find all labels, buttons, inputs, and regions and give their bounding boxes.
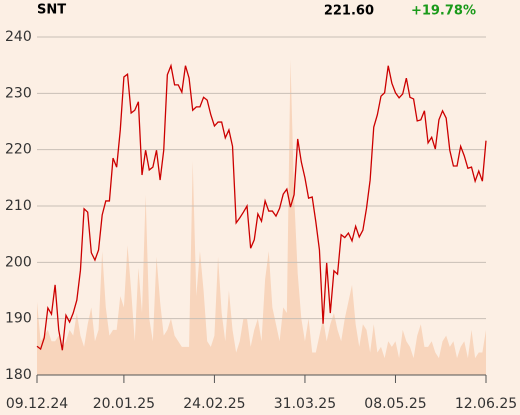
price: 221.60 <box>324 4 374 19</box>
y-tick-label: 190 <box>5 311 32 327</box>
x-tick-label: 08.05.25 <box>364 396 426 412</box>
change: +19.78% <box>411 4 476 19</box>
x-tick-label: 31.03.25 <box>274 396 336 412</box>
x-tick-label: 09.12.24 <box>6 396 68 412</box>
y-tick-label: 230 <box>5 85 32 101</box>
y-tick-label: 200 <box>5 254 32 270</box>
y-tick-label: 240 <box>5 29 32 45</box>
ticker: SNT <box>37 3 66 18</box>
y-tick-label: 220 <box>5 142 32 158</box>
x-tick-label: 12.06.25 <box>455 396 517 412</box>
y-tick-label: 210 <box>5 198 32 214</box>
volume-area <box>37 59 486 376</box>
price-line <box>36 63 487 351</box>
x-tick-label: 24.02.25 <box>183 396 245 412</box>
y-tick-label: 180 <box>5 367 32 383</box>
x-tick-label: 20.01.25 <box>93 396 155 412</box>
